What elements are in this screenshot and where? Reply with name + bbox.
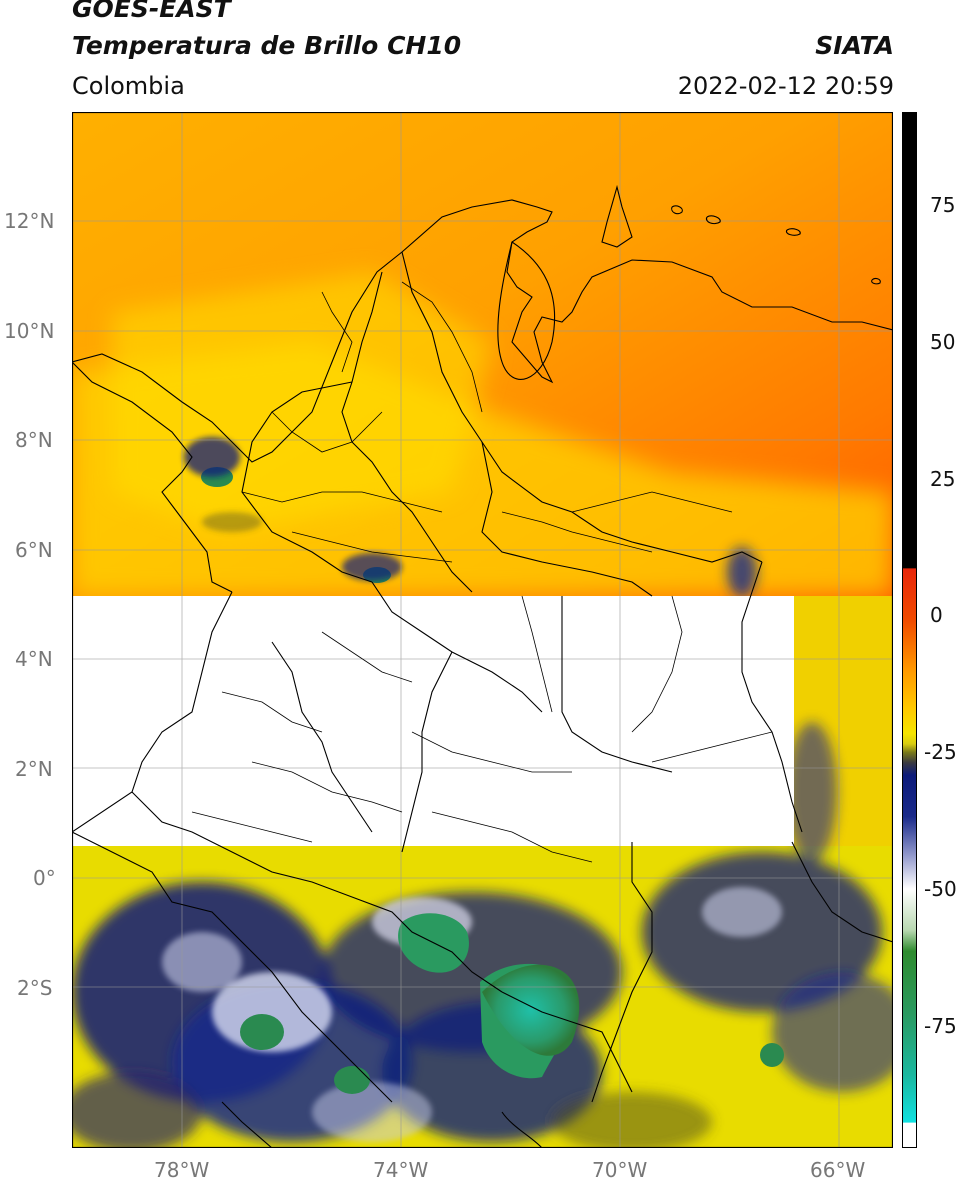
brand-label: SIATA bbox=[815, 31, 894, 60]
cbar-tick-25: 25 bbox=[930, 467, 956, 491]
lon-label-78w: 78°W bbox=[154, 1158, 210, 1182]
map-gridlines bbox=[72, 112, 893, 1148]
brightness-temperature-map bbox=[72, 112, 893, 1148]
cbar-tick-50: 50 bbox=[930, 330, 956, 354]
cbar-tick-75: 75 bbox=[930, 193, 956, 217]
lon-label-66w: 66°W bbox=[810, 1158, 866, 1182]
coastlines-and-borders bbox=[72, 184, 893, 1148]
lon-label-74w: 74°W bbox=[373, 1158, 429, 1182]
cbar-tick-neg75: -75 bbox=[924, 1014, 957, 1038]
lat-label-12n: 12°N bbox=[4, 209, 55, 233]
title-satellite: GOES-EAST bbox=[72, 0, 231, 23]
lat-label-4n: 4°N bbox=[15, 647, 53, 671]
title-product: Temperatura de Brillo CH10 bbox=[72, 31, 462, 60]
department-borders bbox=[191, 281, 773, 863]
map-frame bbox=[72, 112, 893, 1148]
lat-label-8n: 8°N bbox=[15, 428, 53, 452]
cbar-tick-0: 0 bbox=[930, 603, 943, 627]
lat-label-10n: 10°N bbox=[4, 319, 55, 343]
lat-label-6n: 6°N bbox=[15, 538, 53, 562]
lat-label-2s: 2°S bbox=[17, 976, 53, 1000]
missing-data-band bbox=[72, 596, 794, 846]
datetime-label: 2022-02-12 20:59 bbox=[677, 72, 894, 100]
region-label: Colombia bbox=[72, 72, 185, 100]
lat-label-0: 0° bbox=[33, 866, 56, 890]
temperature-colorbar bbox=[902, 112, 917, 1148]
cbar-tick-neg50: -50 bbox=[924, 877, 957, 901]
cbar-tick-neg25: -25 bbox=[924, 740, 957, 764]
lon-label-70w: 70°W bbox=[592, 1158, 648, 1182]
lat-label-2n: 2°N bbox=[15, 757, 53, 781]
